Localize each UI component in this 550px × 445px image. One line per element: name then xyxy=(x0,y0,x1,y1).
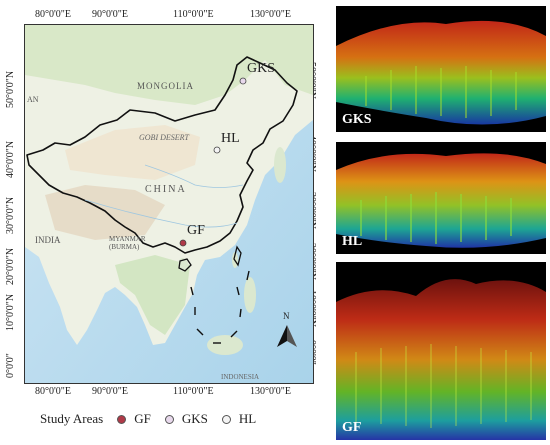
lon-label-bottom: 90°0'0"E xyxy=(92,386,128,397)
land-mass xyxy=(25,25,313,345)
site-label-hl: HL xyxy=(221,131,240,146)
panel-label: GKS xyxy=(342,112,372,127)
lon-label-bottom: 110°0'0"E xyxy=(173,386,214,397)
forest-north xyxy=(25,25,313,105)
legend-item-gf: GF xyxy=(117,411,151,427)
island xyxy=(244,277,256,313)
label-china: CHINA xyxy=(145,184,187,195)
legend-item-gks: GKS xyxy=(164,411,208,427)
label-indonesia: INDONESIA xyxy=(221,373,260,381)
site-label-gks: GKS xyxy=(247,61,276,76)
legend-label: GF xyxy=(134,411,151,426)
legend-dot-icon xyxy=(221,414,231,424)
site-marker-gks xyxy=(239,77,247,85)
panel-label: HL xyxy=(342,234,363,249)
north-label: N xyxy=(283,311,290,321)
point-cloud-panel-gks: GKS xyxy=(336,6,546,132)
label-an: AN xyxy=(27,95,39,104)
lon-label-top: 90°0'0"E xyxy=(92,9,128,20)
china-border xyxy=(26,56,298,254)
site-label-gf: GF xyxy=(187,223,205,238)
dash-line xyxy=(190,270,250,344)
lat-label-left: 30°0'0"N xyxy=(5,196,16,234)
site-marker-gf xyxy=(179,239,187,247)
north-arrow-icon xyxy=(277,325,297,347)
lon-label-top: 130°0'0"E xyxy=(250,9,291,20)
legend-label: GKS xyxy=(181,411,208,426)
lat-label-left: 20°0'0"N xyxy=(5,247,16,285)
panel-label: GF xyxy=(342,420,362,435)
lat-label-left: 40°0'0"N xyxy=(5,140,16,178)
island xyxy=(274,147,286,183)
legend-item-hl: HL xyxy=(221,411,257,427)
lon-label-top: 110°0'0"E xyxy=(173,9,214,20)
forest-south xyxy=(115,255,190,335)
legend-label: HL xyxy=(238,411,257,426)
point-cloud-image xyxy=(336,279,546,440)
legend: Study Areas GF GKS HL xyxy=(40,408,256,430)
legend-dot-icon xyxy=(117,414,127,424)
lat-label-left: 50°0'0"N xyxy=(5,70,16,108)
hainan-outline xyxy=(178,258,192,272)
point-cloud-image xyxy=(336,153,546,248)
legend-title: Study Areas xyxy=(40,411,104,426)
lon-label-bottom: 80°0'0"E xyxy=(35,386,71,397)
lon-label-top: 80°0'0"E xyxy=(35,9,71,20)
lat-label-left: 10°0'0"N xyxy=(5,293,16,331)
desert-area xyxy=(65,125,200,180)
label-india: INDIA xyxy=(35,235,61,245)
river xyxy=(84,199,238,228)
island xyxy=(207,335,243,355)
lon-label-bottom: 130°0'0"E xyxy=(250,386,291,397)
point-cloud-image xyxy=(336,20,546,125)
basemap[interactable]: MONGOLIA GOBI DESERT CHINA INDIA MYANMAR… xyxy=(24,24,314,384)
label-mongolia: MONGOLIA xyxy=(137,81,194,91)
lat-label-left: 0°0'0" xyxy=(5,353,16,378)
river xyxy=(144,164,244,188)
label-gobi: GOBI DESERT xyxy=(139,133,189,142)
point-cloud-panel-hl: HL xyxy=(336,142,546,254)
legend-dot-icon xyxy=(164,414,174,424)
point-cloud-panel-gf: GF xyxy=(336,262,546,440)
plateau-area xyxy=(45,185,165,240)
site-marker-hl xyxy=(213,146,221,154)
label-myanmar: MYANMAR (BURMA) xyxy=(109,235,146,251)
taiwan-outline xyxy=(233,245,242,267)
